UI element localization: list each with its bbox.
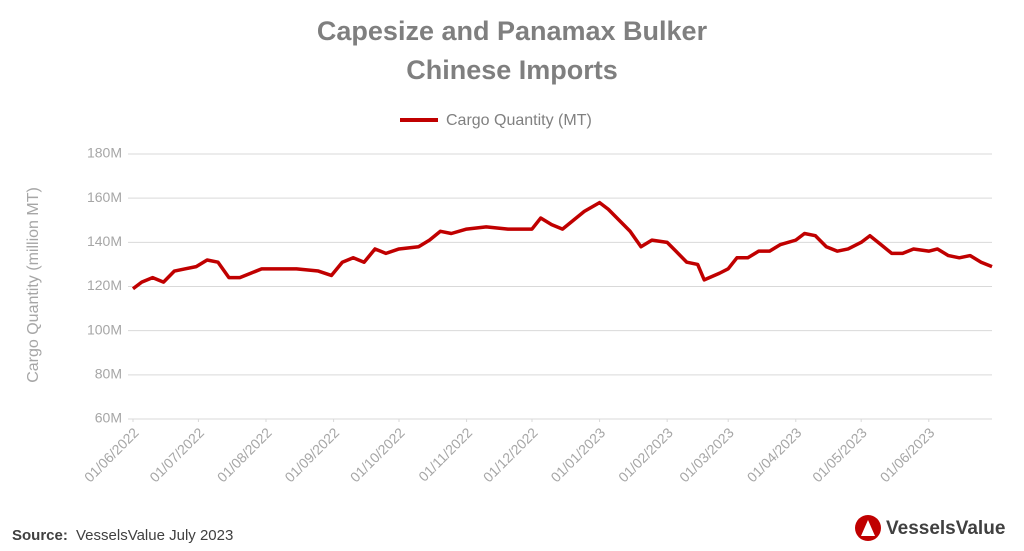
y-tick-label: 160M: [87, 189, 122, 205]
y-tick-label: 60M: [95, 410, 122, 426]
x-tick-label: 01/06/2022: [81, 424, 142, 485]
x-tick-label: 01/11/2022: [415, 424, 475, 484]
source-text: VesselsValue July 2023: [76, 527, 233, 544]
data-line: [131, 200, 993, 291]
y-tick-label: 120M: [87, 277, 122, 293]
x-tick-label: 01/05/2023: [809, 424, 870, 485]
x-tick-label: 01/06/2023: [877, 424, 938, 485]
y-tick-label: 100M: [87, 321, 122, 337]
x-tick-label: 01/07/2022: [146, 424, 207, 485]
x-tick-label: 01/04/2023: [744, 424, 805, 485]
y-tick-label: 180M: [87, 145, 122, 161]
brand-logo: VesselsValue: [855, 515, 1005, 541]
x-tick-label: 01/08/2022: [214, 424, 275, 485]
y-axis-title: Cargo Quantity (million MT): [25, 187, 42, 383]
x-tick-label: 01/12/2022: [480, 424, 541, 485]
x-tick-label: 01/03/2023: [676, 424, 737, 485]
brand-name: VesselsValue: [886, 518, 1005, 539]
source-label: Source:: [12, 527, 68, 544]
x-tick-label: 01/09/2022: [281, 424, 342, 485]
x-tick-label: 01/01/2023: [547, 424, 608, 485]
x-tick-label: 01/02/2023: [615, 424, 676, 485]
legend-label: Cargo Quantity (MT): [446, 112, 592, 129]
y-tick-label: 80M: [95, 366, 122, 382]
chart-title: Capesize and Panamax Bulker: [317, 16, 708, 46]
logo-icon: [861, 520, 875, 536]
x-tick-label: 01/10/2022: [347, 424, 408, 485]
chart-title: Chinese Imports: [406, 55, 618, 85]
y-tick-label: 140M: [87, 233, 122, 249]
